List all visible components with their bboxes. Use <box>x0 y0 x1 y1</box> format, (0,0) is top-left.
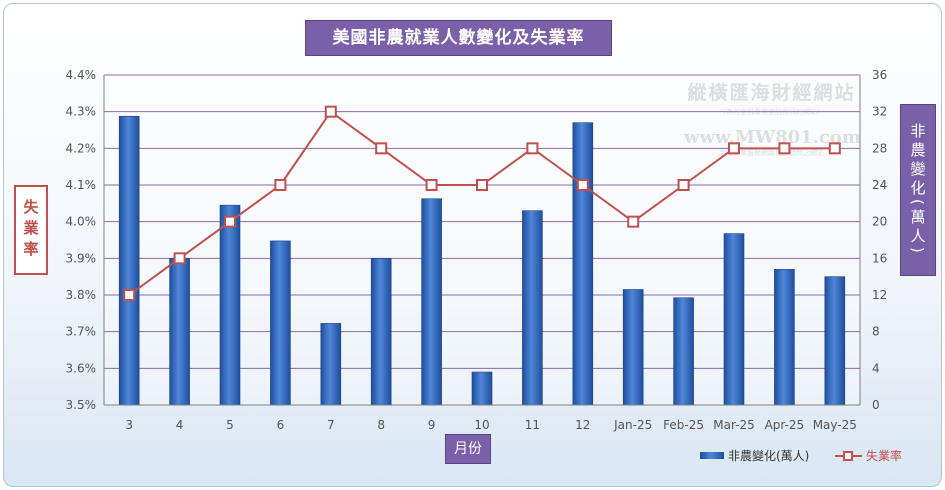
line-point-5 <box>224 215 236 228</box>
axes: 3.5% 0 3.6% 4 3.7% 8 3.8% 12 3.9% 16 4.0% 20 4.1% 24 4… <box>66 68 888 432</box>
x-tick-label: 6 <box>277 418 285 432</box>
grid <box>104 74 860 406</box>
line-point-11 <box>526 142 539 155</box>
y-right-tick-label: 36 <box>872 68 887 82</box>
line-point-Apr-25 <box>778 142 791 155</box>
x-tick-label: Apr-25 <box>765 418 805 432</box>
line-series <box>123 105 841 301</box>
legend-bar-swatch <box>700 452 724 459</box>
plot-area <box>104 75 860 405</box>
line-point-7 <box>324 105 337 118</box>
line-point-10 <box>476 179 488 191</box>
legend-bar-label: 非農變化(萬人) <box>728 448 809 463</box>
line-point-12 <box>576 179 589 191</box>
line-point-9 <box>425 179 438 191</box>
x-tick-label: 7 <box>327 418 335 432</box>
y-axis-left-label: 失業率 <box>14 185 48 275</box>
x-tick-label: 8 <box>377 418 385 432</box>
bar-10 <box>471 371 493 406</box>
y-left-tick-label: 3.5% <box>66 398 97 412</box>
x-tick-label: 11 <box>525 418 540 432</box>
y-left-tick-label: 4.3% <box>66 105 97 119</box>
bar-12 <box>572 122 594 406</box>
line-point-6 <box>274 179 287 191</box>
bar-7 <box>320 323 342 406</box>
x-tick-label: 9 <box>428 418 436 432</box>
x-tick-label: 4 <box>176 418 184 432</box>
watermark-main: 縱橫匯海財經網站 <box>687 82 856 104</box>
y-left-tick-label: 3.8% <box>66 288 97 302</box>
bar-5 <box>219 204 241 406</box>
line-point-Feb-25 <box>677 179 690 191</box>
x-tick-label: Feb-25 <box>663 418 704 432</box>
y-right-tick-label: 16 <box>872 251 887 265</box>
y-left-tick-label: 4.1% <box>66 178 97 192</box>
line-point-4 <box>173 252 186 265</box>
y-left-tick-label: 3.6% <box>66 361 97 375</box>
y-left-tick-label: 4.0% <box>66 215 97 229</box>
x-tick-label: Mar-25 <box>713 418 754 432</box>
line-point-Jan-25 <box>627 215 640 228</box>
bar-8 <box>370 258 392 406</box>
bar-Mar-25 <box>723 233 745 406</box>
watermark-sub2: 金融專業服務網路投資顧問之網站 <box>719 149 824 157</box>
line-point-8 <box>375 142 388 155</box>
y-right-tick-label: 28 <box>872 141 887 155</box>
bar-Feb-25 <box>673 297 694 406</box>
bar-11 <box>522 210 543 406</box>
y-right-tick-label: 8 <box>872 325 880 339</box>
chart-title: 美國非農就業人數變化及失業率 <box>305 20 612 56</box>
y-left-tick-label: 4.4% <box>66 68 97 82</box>
y-right-tick-label: 32 <box>872 105 887 119</box>
chart-frame: 縱橫匯海財經網站 (為各金融專業金融資訊的網站) www.MW801.com 金… <box>3 3 942 487</box>
line-point-3 <box>123 289 136 301</box>
bar-May-25 <box>824 276 846 406</box>
bar-3 <box>118 115 140 406</box>
y-axis-right-label: 非農變化(萬人) <box>900 104 936 276</box>
x-tick-label: 3 <box>125 418 133 432</box>
x-axis-label: 月份 <box>445 434 491 464</box>
y-right-tick-label: 0 <box>872 398 880 412</box>
legend-line-label: 失業率 <box>866 448 902 463</box>
line-point-Mar-25 <box>728 142 740 155</box>
bar-9 <box>421 198 442 406</box>
line-point-May-25 <box>828 142 841 155</box>
legend-line-marker <box>843 451 853 461</box>
y-right-tick-label: 20 <box>872 215 887 229</box>
y-right-tick-label: 24 <box>872 178 887 192</box>
legend: 非農變化(萬人) 失業率 <box>700 448 902 463</box>
y-right-tick-label: 4 <box>872 361 880 375</box>
y-right-tick-label: 12 <box>872 288 887 302</box>
y-left-tick-label: 3.7% <box>66 325 97 339</box>
bar-4 <box>169 258 190 406</box>
x-tick-label: 12 <box>575 418 590 432</box>
bar-Jan-25 <box>622 289 644 406</box>
bars <box>118 115 846 406</box>
bar-6 <box>270 240 291 406</box>
x-tick-label: May-25 <box>813 418 857 432</box>
y-left-tick-label: 3.9% <box>66 251 97 265</box>
x-tick-label: 10 <box>474 418 489 432</box>
bar-Apr-25 <box>774 269 795 406</box>
y-left-tick-label: 4.2% <box>66 141 97 155</box>
x-tick-label: 5 <box>226 418 234 432</box>
x-tick-label: Jan-25 <box>613 418 652 432</box>
